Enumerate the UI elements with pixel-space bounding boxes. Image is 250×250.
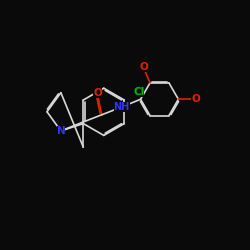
Text: O: O [93, 88, 102, 99]
Text: NH: NH [114, 102, 130, 112]
Text: O: O [140, 62, 148, 72]
Text: Cl: Cl [133, 87, 144, 97]
Text: N: N [56, 126, 65, 136]
Text: O: O [191, 94, 200, 104]
